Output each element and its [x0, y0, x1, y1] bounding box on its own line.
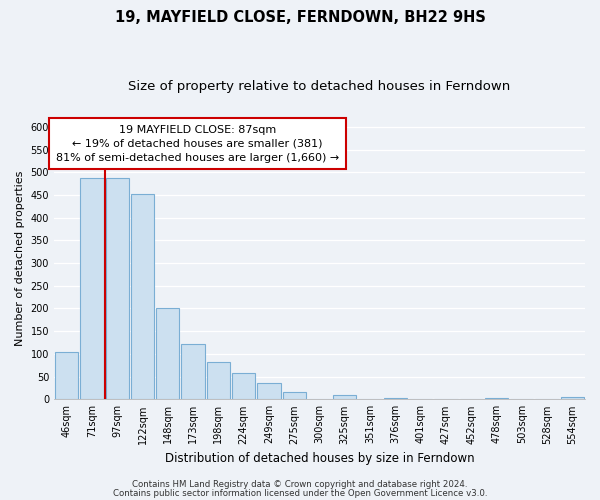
Text: Contains public sector information licensed under the Open Government Licence v3: Contains public sector information licen… [113, 489, 487, 498]
Bar [181, 344, 205, 400]
X-axis label: Distribution of detached houses by size in Ferndown: Distribution of detached houses by size … [165, 452, 475, 465]
Text: Contains HM Land Registry data © Crown copyright and database right 2024.: Contains HM Land Registry data © Crown c… [132, 480, 468, 489]
Text: 19 MAYFIELD CLOSE: 87sqm
← 19% of detached houses are smaller (381)
81% of semi-: 19 MAYFIELD CLOSE: 87sqm ← 19% of detach… [56, 125, 339, 163]
Bar [207, 362, 230, 400]
Bar [333, 395, 356, 400]
Bar [80, 178, 104, 400]
Bar [257, 384, 281, 400]
Bar [232, 374, 256, 400]
Text: 19, MAYFIELD CLOSE, FERNDOWN, BH22 9HS: 19, MAYFIELD CLOSE, FERNDOWN, BH22 9HS [115, 10, 485, 25]
Bar [485, 398, 508, 400]
Title: Size of property relative to detached houses in Ferndown: Size of property relative to detached ho… [128, 80, 511, 93]
Bar [106, 178, 129, 400]
Bar [384, 398, 407, 400]
Bar [283, 392, 306, 400]
Bar [561, 397, 584, 400]
Bar [156, 308, 179, 400]
Bar [55, 352, 79, 400]
Y-axis label: Number of detached properties: Number of detached properties [15, 171, 25, 346]
Bar [131, 194, 154, 400]
